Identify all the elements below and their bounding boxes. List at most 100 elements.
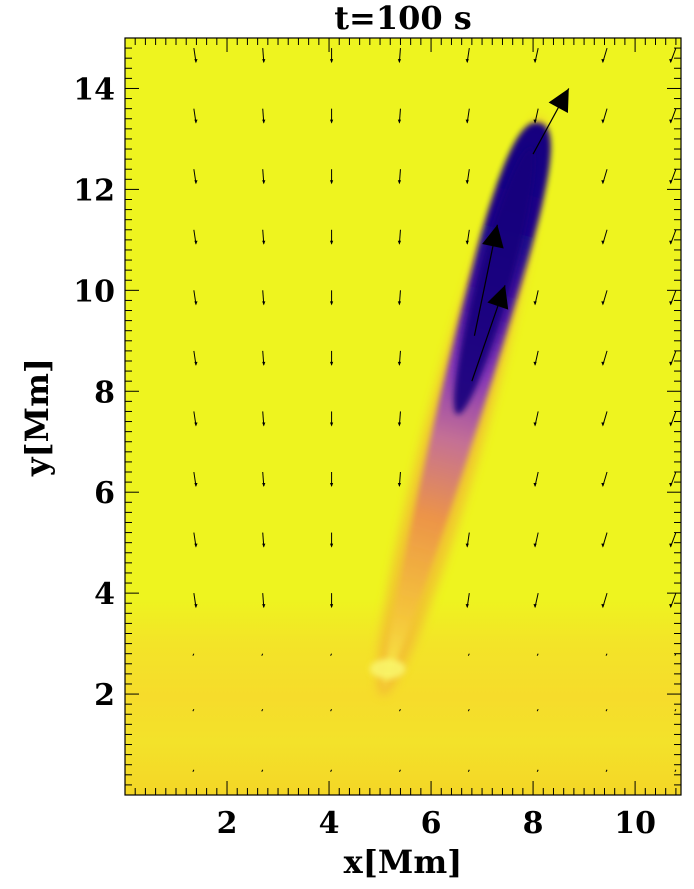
velocity-arrowhead [601, 119, 605, 124]
velocity-arrowhead [262, 119, 266, 124]
y-axis-label: y[Mm] [18, 358, 56, 477]
velocity-arrowhead [669, 604, 673, 609]
x-tick-label: 10 [614, 806, 656, 841]
velocity-arrowhead [533, 361, 537, 366]
velocity-arrowhead [194, 543, 198, 548]
velocity-arrowhead [397, 59, 402, 64]
velocity-arrow [261, 769, 264, 772]
axis-ticks [125, 37, 681, 795]
velocity-arrow [399, 708, 401, 712]
velocity-arrowhead [465, 59, 469, 64]
velocity-arrowhead [601, 483, 605, 488]
velocity-arrowhead [601, 361, 605, 366]
velocity-arrowhead [601, 59, 605, 64]
velocity-arrowhead [262, 604, 266, 609]
velocity-arrow [261, 708, 264, 712]
y-tick-label: 10 [73, 274, 115, 309]
velocity-arrowhead [533, 422, 537, 427]
velocity-arrowhead [329, 59, 334, 64]
velocity-arrowhead [397, 483, 402, 488]
velocity-arrowhead [329, 361, 334, 366]
velocity-arrow [330, 653, 333, 656]
velocity-arrowhead [194, 301, 198, 306]
velocity-arrowhead [465, 180, 469, 185]
x-tick-label: 4 [319, 806, 340, 841]
velocity-arrowhead [601, 301, 605, 306]
y-tick-label: 14 [73, 72, 115, 107]
velocity-arrowhead [329, 422, 334, 427]
velocity-field [192, 47, 677, 772]
velocity-arrow [261, 653, 264, 656]
jet-core [453, 147, 535, 415]
velocity-arrowhead [194, 240, 198, 245]
velocity-arrowhead [533, 543, 537, 548]
velocity-arrow [536, 653, 539, 656]
y-tick-label: 12 [73, 173, 115, 208]
velocity-arrowhead [397, 422, 402, 427]
velocity-arrowhead [533, 301, 537, 306]
velocity-arrowhead [465, 604, 469, 609]
velocity-arrowhead [397, 240, 402, 245]
velocity-arrowhead [465, 119, 469, 124]
velocity-arrowhead [533, 483, 537, 488]
jet-footpoint [369, 658, 406, 679]
velocity-arrowhead [465, 240, 469, 245]
chart-title: t=100 s [334, 0, 472, 37]
velocity-arrowhead [262, 59, 266, 64]
velocity-arrowhead [329, 119, 334, 124]
velocity-arrowhead [601, 422, 605, 427]
velocity-arrowhead [397, 361, 402, 366]
velocity-arrow [605, 653, 608, 656]
velocity-arrowhead [601, 543, 605, 548]
x-axis-label: x[Mm] [344, 843, 463, 881]
velocity-arrowhead [262, 240, 266, 245]
velocity-arrowhead [601, 180, 605, 185]
velocity-arrowhead [669, 59, 673, 64]
velocity-arrowhead [533, 604, 537, 609]
velocity-arrow [467, 769, 470, 772]
velocity-arrowhead [601, 240, 605, 245]
velocity-arrowhead [397, 119, 402, 124]
velocity-arrowhead [397, 180, 402, 185]
velocity-arrowhead [262, 483, 266, 488]
velocity-arrowhead [669, 240, 673, 245]
velocity-arrow [192, 653, 195, 656]
jet-velocity-arrowhead [482, 224, 504, 249]
velocity-arrow [192, 769, 195, 772]
jet-velocity-arrowhead [548, 88, 569, 114]
velocity-arrowhead [533, 119, 537, 124]
velocity-arrow [536, 769, 539, 772]
velocity-arrow [467, 653, 470, 656]
velocity-arrowhead [669, 543, 673, 548]
velocity-arrow [605, 769, 608, 772]
velocity-arrowhead [194, 59, 198, 64]
velocity-arrowhead [329, 483, 334, 488]
velocity-arrow [399, 769, 401, 772]
velocity-arrow [467, 708, 470, 712]
velocity-arrow [674, 769, 677, 772]
velocity-arrowhead [329, 301, 334, 306]
velocity-arrowhead [329, 543, 334, 548]
velocity-arrowhead [194, 361, 198, 366]
velocity-arrowhead [194, 422, 198, 427]
velocity-arrowhead [669, 301, 673, 306]
x-tick-label: 6 [421, 806, 442, 841]
plot-background [125, 38, 681, 795]
velocity-arrow [330, 708, 333, 712]
velocity-arrow [536, 708, 539, 712]
velocity-arrowhead [262, 543, 266, 548]
jet-velocity-arrowhead [487, 285, 509, 310]
y-tick-label: 2 [94, 678, 115, 713]
velocity-arrow [192, 708, 195, 712]
velocity-arrowhead [194, 180, 198, 185]
velocity-arrowhead [262, 180, 266, 185]
velocity-arrowhead [669, 119, 673, 124]
velocity-arrowhead [262, 361, 266, 366]
jet-density-region [369, 117, 551, 696]
y-tick-label: 4 [94, 577, 115, 612]
velocity-arrowhead [194, 483, 198, 488]
velocity-arrowhead [669, 483, 673, 488]
velocity-arrowhead [397, 301, 402, 306]
velocity-arrowhead [194, 604, 198, 609]
